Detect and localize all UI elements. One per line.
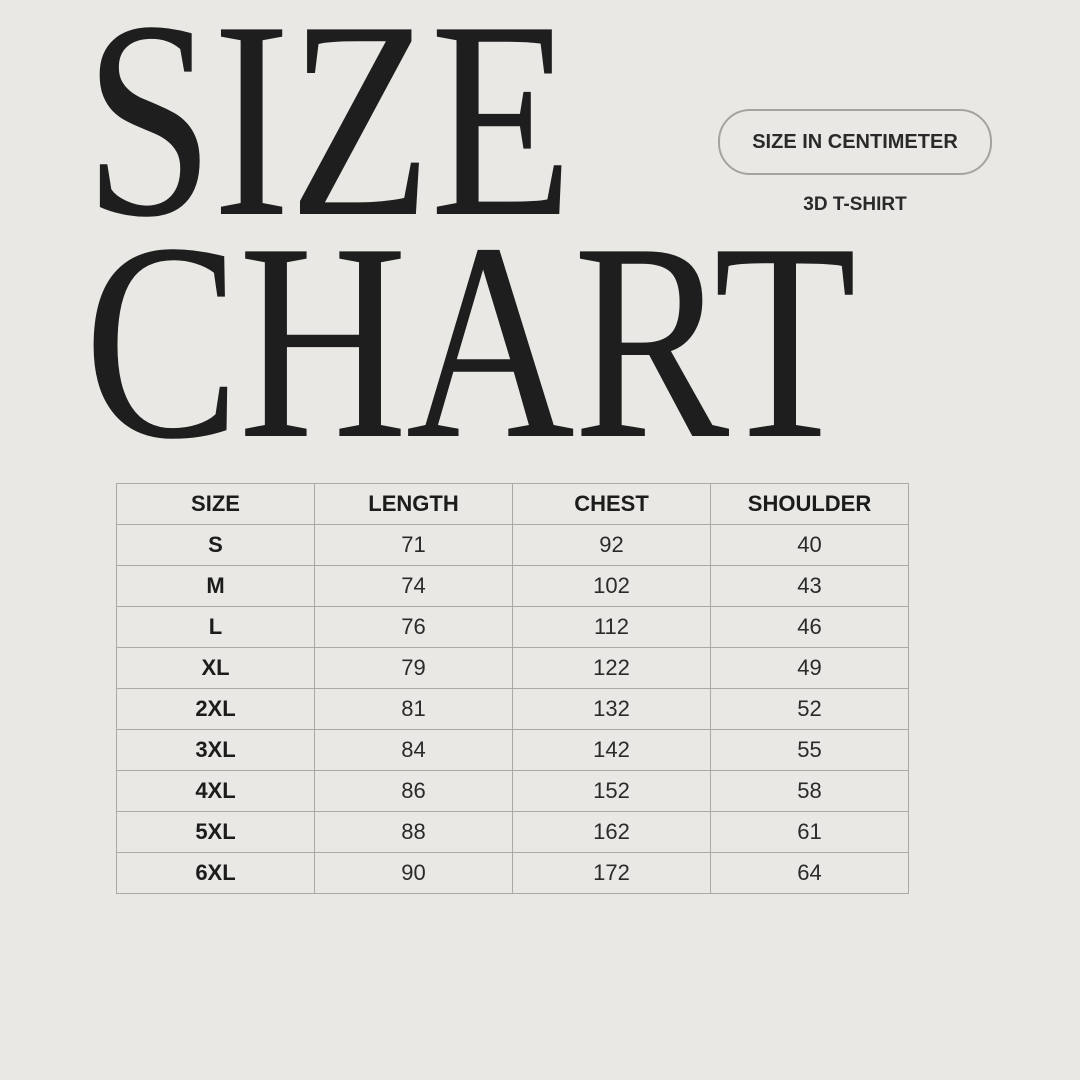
table-body: S 71 92 40 M 74 102 43 L 76 112 46 XL 79 122 49 2XL 81 132… <box>116 524 909 894</box>
cell-length: 74 <box>314 565 513 607</box>
cell-chest: 102 <box>512 565 711 607</box>
cell-length: 88 <box>314 811 513 853</box>
cell-chest: 172 <box>512 852 711 894</box>
cell-chest: 122 <box>512 647 711 689</box>
table-row: L 76 112 46 <box>116 606 909 648</box>
cell-length: 81 <box>314 688 513 730</box>
cell-chest: 92 <box>512 524 711 566</box>
column-header-shoulder: SHOULDER <box>710 483 909 525</box>
table-header-row: SIZE LENGTH CHEST SHOULDER <box>116 483 909 525</box>
table-row: 4XL 86 152 58 <box>116 770 909 812</box>
column-header-length: LENGTH <box>314 483 513 525</box>
cell-chest: 152 <box>512 770 711 812</box>
table-row: 5XL 88 162 61 <box>116 811 909 853</box>
cell-length: 86 <box>314 770 513 812</box>
cell-chest: 112 <box>512 606 711 648</box>
table-row: 6XL 90 172 64 <box>116 852 909 894</box>
table-row: S 71 92 40 <box>116 524 909 566</box>
cell-length: 90 <box>314 852 513 894</box>
cell-length: 76 <box>314 606 513 648</box>
column-header-size: SIZE <box>116 483 315 525</box>
title-line-1: SIZE <box>84 0 573 275</box>
cell-shoulder: 64 <box>710 852 909 894</box>
table-row: 2XL 81 132 52 <box>116 688 909 730</box>
cell-shoulder: 55 <box>710 729 909 771</box>
cell-shoulder: 61 <box>710 811 909 853</box>
cell-size: XL <box>116 647 315 689</box>
cell-size: 6XL <box>116 852 315 894</box>
cell-chest: 132 <box>512 688 711 730</box>
cell-shoulder: 58 <box>710 770 909 812</box>
cell-shoulder: 46 <box>710 606 909 648</box>
cell-shoulder: 49 <box>710 647 909 689</box>
unit-badge: SIZE IN CENTIMETER <box>718 109 992 175</box>
table-row: XL 79 122 49 <box>116 647 909 689</box>
title-line-2: CHART <box>84 185 857 497</box>
cell-size: S <box>116 524 315 566</box>
cell-size: L <box>116 606 315 648</box>
cell-shoulder: 40 <box>710 524 909 566</box>
cell-size: M <box>116 565 315 607</box>
cell-chest: 162 <box>512 811 711 853</box>
size-table: SIZE LENGTH CHEST SHOULDER S 71 92 40 M 74 102 43 L… <box>116 483 909 894</box>
cell-size: 4XL <box>116 770 315 812</box>
cell-chest: 142 <box>512 729 711 771</box>
cell-shoulder: 43 <box>710 565 909 607</box>
cell-size: 2XL <box>116 688 315 730</box>
column-header-chest: CHEST <box>512 483 711 525</box>
cell-length: 84 <box>314 729 513 771</box>
table-row: M 74 102 43 <box>116 565 909 607</box>
cell-length: 71 <box>314 524 513 566</box>
product-label: 3D T-SHIRT <box>803 194 907 215</box>
table-row: 3XL 84 142 55 <box>116 729 909 771</box>
cell-shoulder: 52 <box>710 688 909 730</box>
cell-size: 5XL <box>116 811 315 853</box>
cell-size: 3XL <box>116 729 315 771</box>
cell-length: 79 <box>314 647 513 689</box>
